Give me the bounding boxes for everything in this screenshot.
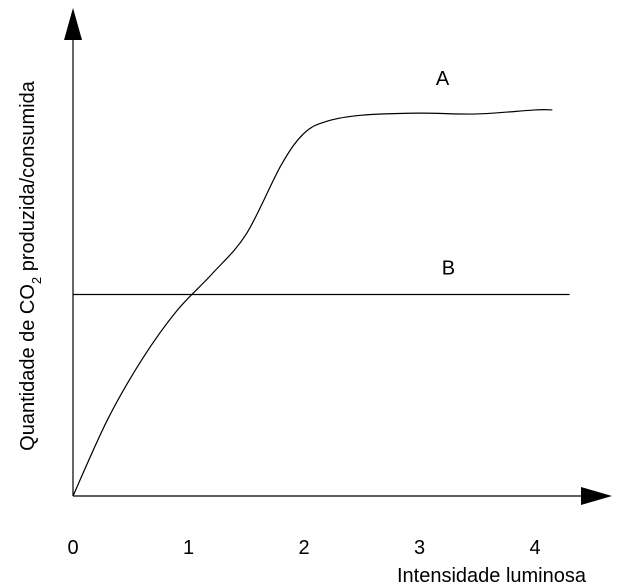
x-tick-labels: 0 1 2 3 4 bbox=[67, 537, 540, 559]
x-axis-title: Intensidade luminosa bbox=[397, 565, 587, 586]
x-tick-label-4: 4 bbox=[529, 537, 540, 559]
y-axis-title: Quantidade de CO2 produzida/consumida bbox=[17, 80, 44, 451]
series-label-b: B bbox=[442, 257, 455, 279]
series-label-a: A bbox=[436, 68, 450, 90]
y-axis-title-prefix: Quantidade de CO bbox=[17, 284, 39, 451]
y-axis-title-suffix: produzida/consumida bbox=[17, 80, 39, 277]
x-tick-label-1: 1 bbox=[183, 537, 194, 559]
y-axis-title-subscript: 2 bbox=[29, 277, 44, 284]
x-axis-arrow bbox=[581, 487, 612, 505]
series-line-a bbox=[72, 109, 553, 497]
axes bbox=[64, 8, 612, 505]
x-tick-label-2: 2 bbox=[298, 537, 309, 559]
y-axis-arrow bbox=[64, 8, 82, 40]
x-tick-label-0: 0 bbox=[67, 537, 78, 559]
x-tick-label-3: 3 bbox=[414, 537, 425, 559]
series-layer: AB bbox=[72, 68, 570, 497]
